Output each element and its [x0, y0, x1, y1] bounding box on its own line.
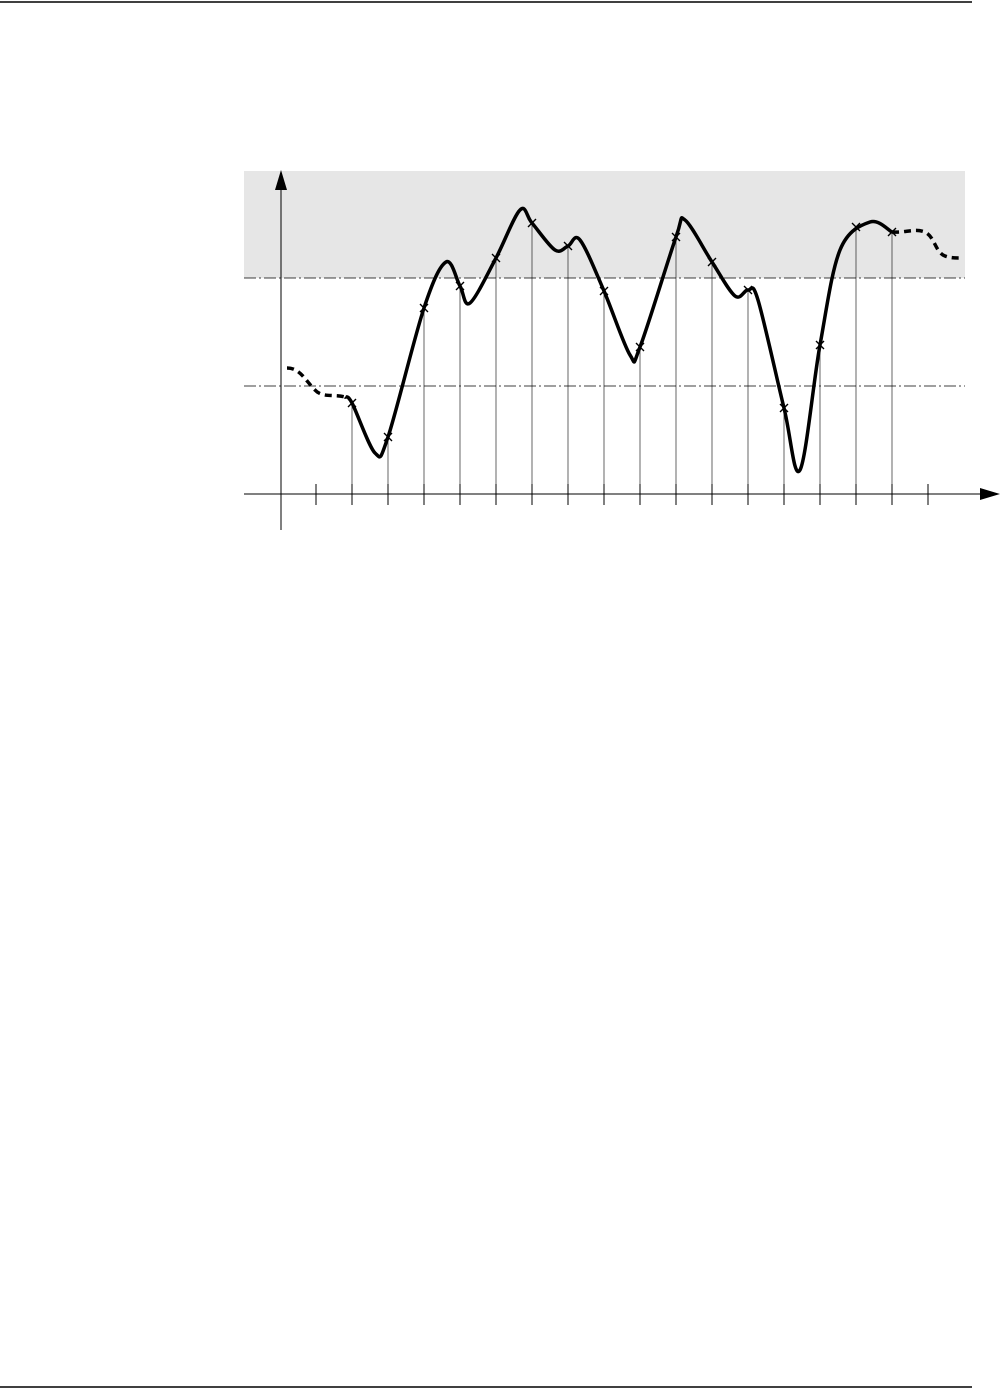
signal-curve: [343, 206, 893, 474]
y-axis-arrow: [275, 170, 287, 190]
signal-lead-in: [286, 366, 346, 399]
x-axis-arrow: [980, 488, 1000, 500]
signal-lead-out: [891, 228, 961, 260]
shaded-band: [244, 171, 965, 278]
